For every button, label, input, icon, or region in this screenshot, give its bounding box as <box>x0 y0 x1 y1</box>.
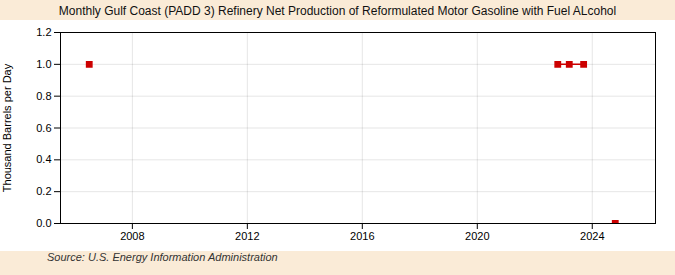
svg-text:0.8: 0.8 <box>36 90 51 102</box>
svg-text:0.4: 0.4 <box>36 153 51 165</box>
html-text:Monthly Gulf Coast (PADD 3) Re: Monthly Gulf Coast (PADD 3) Refinery Net… <box>58 4 617 18</box>
svg-text:Thousand Barrels per Day: Thousand Barrels per Day <box>1 63 13 192</box>
svg-text:2020: 2020 <box>465 230 489 242</box>
svg-text:0.2: 0.2 <box>36 185 51 197</box>
html-text:Source: U.S. Energy Informatio: Source: U.S. Energy Information Administ… <box>47 251 278 263</box>
svg-text:2012: 2012 <box>235 230 259 242</box>
svg-text:1.0: 1.0 <box>36 58 51 70</box>
svg-text:2024: 2024 <box>580 230 604 242</box>
svg-text:0.6: 0.6 <box>36 122 51 134</box>
svg-text:2008: 2008 <box>120 230 144 242</box>
svg-text:2016: 2016 <box>350 230 374 242</box>
svg-text:0.0: 0.0 <box>36 217 51 229</box>
svg-text:1.2: 1.2 <box>36 26 51 38</box>
